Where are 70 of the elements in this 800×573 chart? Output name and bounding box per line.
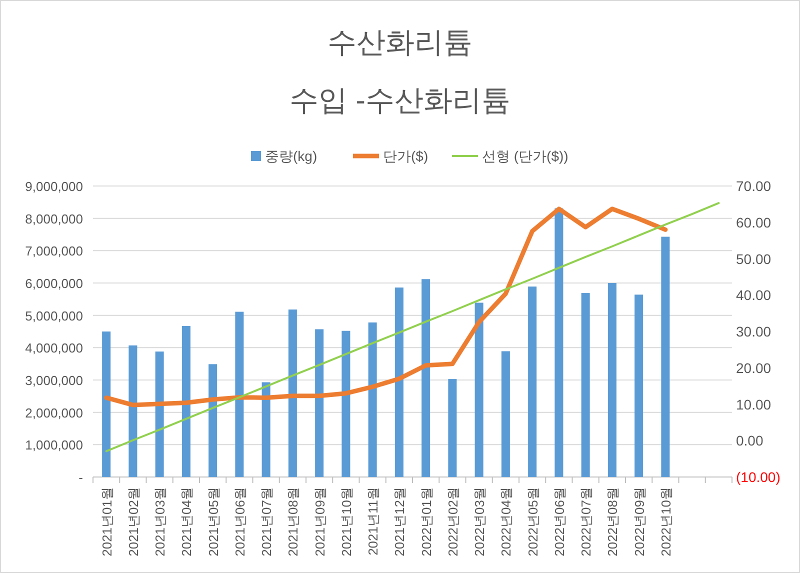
x-tick-label: 2022년10월 — [658, 487, 674, 556]
y-tick-label: 5,000,000 — [25, 308, 83, 324]
bar — [394, 288, 404, 477]
chart-subtitle: 수입 -수산화리튬 — [290, 85, 510, 117]
legend-label: 선형 (단가($)) — [482, 148, 568, 164]
x-tick-label: 2021년06월 — [232, 487, 248, 556]
y2-tick-label: 20.00 — [736, 360, 772, 376]
y-tick-label: 6,000,000 — [25, 276, 83, 291]
chart-title: 수산화리튬 — [328, 27, 472, 59]
y-tick-label: 2,000,000 — [25, 405, 83, 420]
x-tick-label: 2021년10월 — [338, 487, 354, 556]
bar — [342, 330, 350, 477]
x-tick-label: 2022년03월 — [472, 487, 488, 556]
y2-tick-label: 60.00 — [736, 214, 772, 230]
x-tick-label: 2021년03월 — [152, 487, 168, 556]
y-tick-label: 9,000,000 — [25, 179, 83, 194]
bar — [288, 310, 297, 477]
bar — [235, 312, 244, 477]
x-tick-label: 2021년07월 — [259, 487, 274, 556]
y2-tick-label: 10.00 — [736, 396, 772, 412]
bar — [581, 293, 590, 477]
y-tick-label: 1,000,000 — [25, 438, 83, 453]
bar — [474, 302, 484, 477]
y-tick-label: 3,000,000 — [25, 373, 83, 388]
x-tick-label: 2021년09월 — [312, 487, 328, 556]
bar — [182, 326, 190, 477]
x-tick-label: 2022년05월 — [525, 487, 540, 556]
y2-tick-label: 30.00 — [736, 324, 772, 340]
bar — [501, 351, 510, 477]
line-series — [104, 206, 668, 408]
bar — [422, 279, 430, 477]
bar — [262, 382, 270, 477]
x-tick-label: 2022년06월 — [552, 487, 567, 556]
x-tick-label: 2021년08월 — [286, 487, 301, 556]
y2-tick-label: 40.00 — [736, 287, 772, 304]
x-tick-label: 2021년01월 — [99, 487, 114, 556]
x-tick-label: 2021년05월 — [206, 487, 221, 556]
y-tick-label: 7,000,000 — [25, 244, 83, 259]
x-tick-label: 2021년11월 — [366, 487, 381, 556]
bar — [368, 322, 377, 477]
x-tick-label: 2021년04월 — [179, 487, 194, 556]
x-tick-label: 2021년12월 — [392, 487, 408, 556]
x-tick-label: 2021년02월 — [126, 487, 141, 556]
y-tick-label: 4,000,000 — [25, 340, 83, 356]
bar — [155, 352, 164, 477]
bar — [554, 208, 564, 477]
bar — [608, 283, 616, 477]
y2-tick-label: 70.00 — [736, 178, 772, 194]
y-tick-label: - — [78, 470, 83, 485]
bar — [448, 379, 457, 477]
bar — [208, 364, 218, 477]
x-tick-label: 2022년04월 — [498, 487, 514, 556]
line-series — [105, 202, 720, 452]
y2-tick-label: 0.00 — [736, 432, 764, 449]
x-tick-label: 2022년09월 — [632, 487, 647, 556]
y2-tick-label: (10.00) — [736, 469, 780, 485]
bar — [315, 329, 324, 477]
x-tick-label: 2022년02월 — [445, 487, 460, 556]
legend-label: 단가($) — [383, 148, 428, 164]
legend-label: 중량(kg) — [265, 148, 318, 164]
bar — [102, 332, 111, 477]
bar — [634, 294, 644, 477]
y2-tick-label: 50.00 — [736, 250, 772, 267]
x-tick-label: 2022년07월 — [578, 487, 594, 556]
y-tick-label: 8,000,000 — [25, 211, 83, 226]
bar — [528, 286, 537, 477]
bar — [128, 345, 138, 477]
bar — [661, 236, 670, 477]
x-tick-label: 2022년01월 — [418, 487, 434, 556]
x-tick-label: 2022년08월 — [605, 487, 620, 556]
